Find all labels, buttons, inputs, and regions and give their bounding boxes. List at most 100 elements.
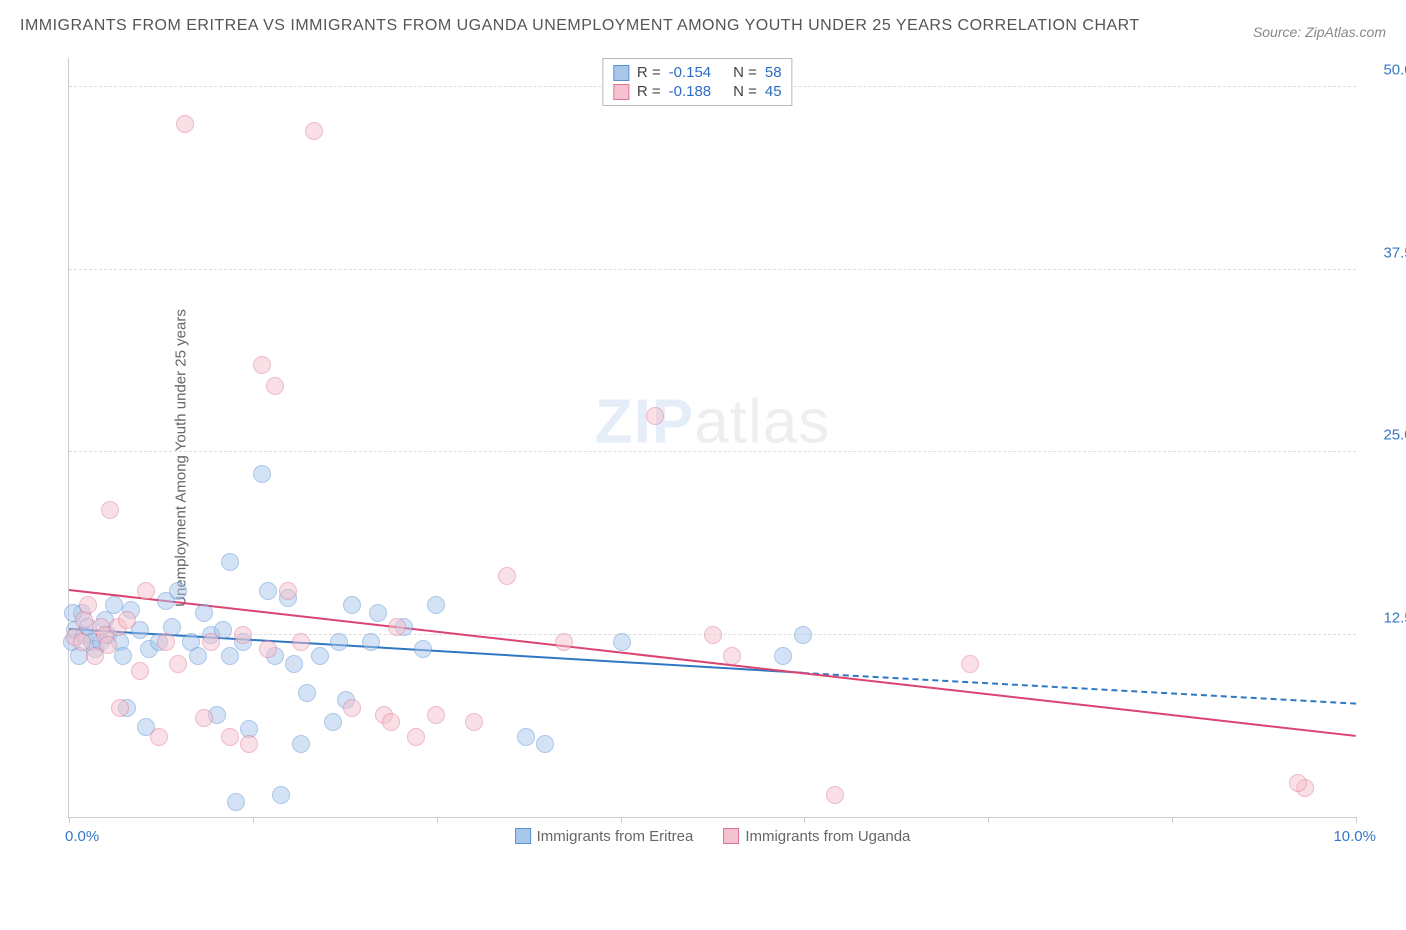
data-point-eritrea: [259, 582, 277, 600]
data-point-uganda: [176, 115, 194, 133]
data-point-eritrea: [613, 633, 631, 651]
data-point-uganda: [259, 640, 277, 658]
y-tick-label: 50.0%: [1366, 62, 1406, 79]
data-point-eritrea: [195, 604, 213, 622]
legend-n-value: 58: [765, 64, 782, 81]
data-point-uganda: [498, 567, 516, 585]
data-point-uganda: [111, 699, 129, 717]
data-point-uganda: [961, 655, 979, 673]
data-point-eritrea: [414, 640, 432, 658]
data-point-uganda: [137, 582, 155, 600]
legend-r-label: R =: [637, 64, 661, 81]
data-point-uganda: [169, 655, 187, 673]
data-point-uganda: [131, 662, 149, 680]
data-point-eritrea: [227, 793, 245, 811]
data-point-uganda: [292, 633, 310, 651]
legend-label: Immigrants from Uganda: [745, 828, 910, 845]
data-point-eritrea: [343, 596, 361, 614]
data-point-eritrea: [253, 465, 271, 483]
x-axis-max-label: 10.0%: [1333, 828, 1376, 845]
data-point-uganda: [234, 626, 252, 644]
data-point-uganda: [101, 501, 119, 519]
bottom-legend-item: Immigrants from Eritrea: [515, 828, 694, 845]
data-point-eritrea: [369, 604, 387, 622]
data-point-uganda: [279, 582, 297, 600]
x-tick: [437, 817, 438, 823]
x-tick: [1172, 817, 1173, 823]
legend-row-eritrea: R = -0.154 N = 58: [613, 63, 782, 82]
data-point-uganda: [266, 377, 284, 395]
x-tick: [1356, 817, 1357, 823]
y-tick-label: 25.0%: [1366, 427, 1406, 444]
chart-title: IMMIGRANTS FROM ERITREA VS IMMIGRANTS FR…: [20, 14, 1140, 38]
data-point-uganda: [79, 596, 97, 614]
trend-line: [69, 589, 1356, 737]
y-tick-label: 37.5%: [1366, 244, 1406, 261]
data-point-eritrea: [324, 713, 342, 731]
data-point-eritrea: [292, 735, 310, 753]
x-tick: [253, 817, 254, 823]
plot-area: ZIPatlas R =-0.154N =58R =-0.188N =45 0.…: [68, 58, 1356, 818]
data-point-eritrea: [774, 647, 792, 665]
y-tick-label: 12.5%: [1366, 609, 1406, 626]
data-point-uganda: [221, 728, 239, 746]
data-point-uganda: [202, 633, 220, 651]
correlation-legend: R = -0.154 N = 58R =-0.188N =45: [602, 58, 793, 106]
data-point-eritrea: [221, 647, 239, 665]
legend-label: Immigrants from Eritrea: [537, 828, 694, 845]
legend-r-label: R =: [637, 83, 661, 100]
data-point-eritrea: [427, 596, 445, 614]
data-point-eritrea: [536, 735, 554, 753]
chart-container: Unemployment Among Youth under 25 years …: [58, 58, 1386, 858]
data-point-uganda: [253, 356, 271, 374]
x-tick: [621, 817, 622, 823]
legend-swatch: [613, 65, 629, 81]
watermark-atlas: atlas: [694, 388, 830, 457]
bottom-legend-item: Immigrants from Uganda: [723, 828, 910, 845]
data-point-uganda: [427, 706, 445, 724]
data-point-eritrea: [311, 647, 329, 665]
watermark: ZIPatlas: [595, 387, 830, 458]
x-axis-min-label: 0.0%: [65, 828, 99, 845]
data-point-uganda: [343, 699, 361, 717]
x-tick: [69, 817, 70, 823]
data-point-eritrea: [114, 647, 132, 665]
data-point-uganda: [465, 713, 483, 731]
data-point-uganda: [150, 728, 168, 746]
x-tick: [804, 817, 805, 823]
legend-row-uganda: R =-0.188N =45: [613, 82, 782, 101]
data-point-eritrea: [169, 582, 187, 600]
data-point-uganda: [382, 713, 400, 731]
grid-line: [69, 451, 1356, 452]
data-point-uganda: [195, 709, 213, 727]
data-point-uganda: [723, 647, 741, 665]
data-point-eritrea: [362, 633, 380, 651]
data-point-uganda: [826, 786, 844, 804]
legend-n-label: N =: [733, 64, 757, 81]
data-point-uganda: [305, 122, 323, 140]
data-point-eritrea: [517, 728, 535, 746]
chart-header: IMMIGRANTS FROM ERITREA VS IMMIGRANTS FR…: [20, 14, 1386, 40]
legend-swatch: [723, 828, 739, 844]
grid-line: [69, 269, 1356, 270]
source-label: Source: ZipAtlas.com: [1253, 14, 1386, 40]
legend-n-label: N =: [733, 83, 757, 100]
data-point-uganda: [646, 407, 664, 425]
data-point-eritrea: [272, 786, 290, 804]
legend-r-value: -0.154: [669, 64, 712, 81]
data-point-uganda: [118, 611, 136, 629]
trend-line: [803, 672, 1357, 705]
data-point-eritrea: [189, 647, 207, 665]
data-point-uganda: [240, 735, 258, 753]
legend-swatch: [613, 84, 629, 100]
data-point-uganda: [157, 633, 175, 651]
data-point-uganda: [388, 618, 406, 636]
data-point-eritrea: [105, 596, 123, 614]
data-point-eritrea: [285, 655, 303, 673]
data-point-uganda: [407, 728, 425, 746]
data-point-uganda: [99, 636, 117, 654]
data-point-uganda: [704, 626, 722, 644]
data-point-eritrea: [794, 626, 812, 644]
data-point-uganda: [555, 633, 573, 651]
watermark-zip: ZIP: [595, 388, 694, 457]
